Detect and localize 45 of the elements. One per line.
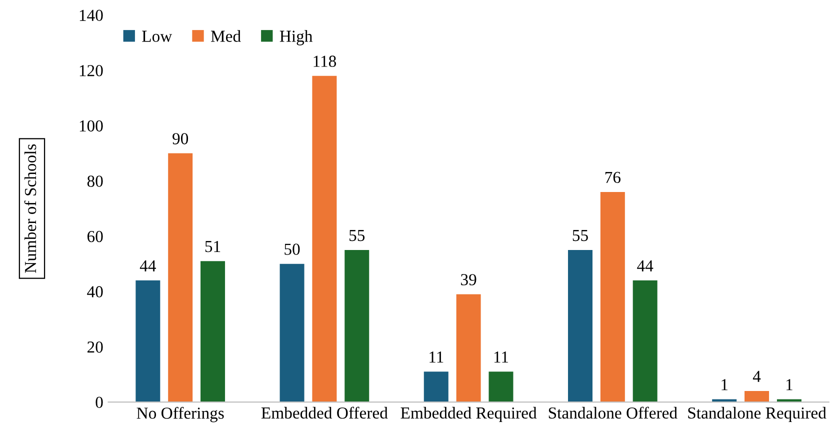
bar xyxy=(136,280,160,402)
bar xyxy=(168,153,193,402)
y-tick-label: 40 xyxy=(87,286,103,298)
data-label: 4 xyxy=(752,370,761,382)
y-tick-label: 80 xyxy=(87,176,103,187)
x-tick-label: Embedded Offered xyxy=(261,406,388,419)
y-axis-title: Number of Schools xyxy=(24,144,36,273)
data-label: 11 xyxy=(430,352,444,363)
bar xyxy=(200,261,226,402)
bar xyxy=(568,250,592,402)
data-label: 1 xyxy=(786,379,792,390)
bar xyxy=(600,192,625,402)
bar xyxy=(280,264,304,402)
bar xyxy=(312,76,337,402)
bar xyxy=(632,280,658,402)
x-tick-label: Standalone Required xyxy=(688,406,826,422)
data-label: 50 xyxy=(284,244,300,255)
y-tick-label: 60 xyxy=(87,230,103,242)
legend-label: Med xyxy=(210,30,241,42)
data-label: 51 xyxy=(205,240,220,252)
data-label: 39 xyxy=(461,274,476,286)
x-tick-label: No Offerings xyxy=(136,406,224,422)
data-label: 90 xyxy=(172,133,188,144)
bar xyxy=(456,294,481,402)
data-label: 44 xyxy=(637,260,654,272)
data-label: 55 xyxy=(350,230,365,242)
data-label: 118 xyxy=(314,56,336,67)
y-tick-label: 140 xyxy=(80,10,103,21)
y-tick-label: 120 xyxy=(80,65,103,76)
data-label: 44 xyxy=(140,260,156,272)
bar xyxy=(344,250,370,402)
bar xyxy=(488,372,514,402)
data-label: 11 xyxy=(494,352,508,363)
legend-label: Low xyxy=(142,30,172,42)
data-label: 55 xyxy=(572,230,588,242)
y-tick-label: 20 xyxy=(87,341,103,353)
legend-label: High xyxy=(280,30,313,46)
x-tick-label: Embedded Required xyxy=(400,406,537,422)
y-tick-label: 100 xyxy=(80,120,103,132)
data-label: 1 xyxy=(722,379,728,390)
y-tick-label: 0 xyxy=(96,396,103,408)
bar xyxy=(424,372,448,402)
data-label: 76 xyxy=(605,172,621,184)
x-tick-label: Standalone Offered xyxy=(548,406,678,419)
bar xyxy=(744,390,770,402)
